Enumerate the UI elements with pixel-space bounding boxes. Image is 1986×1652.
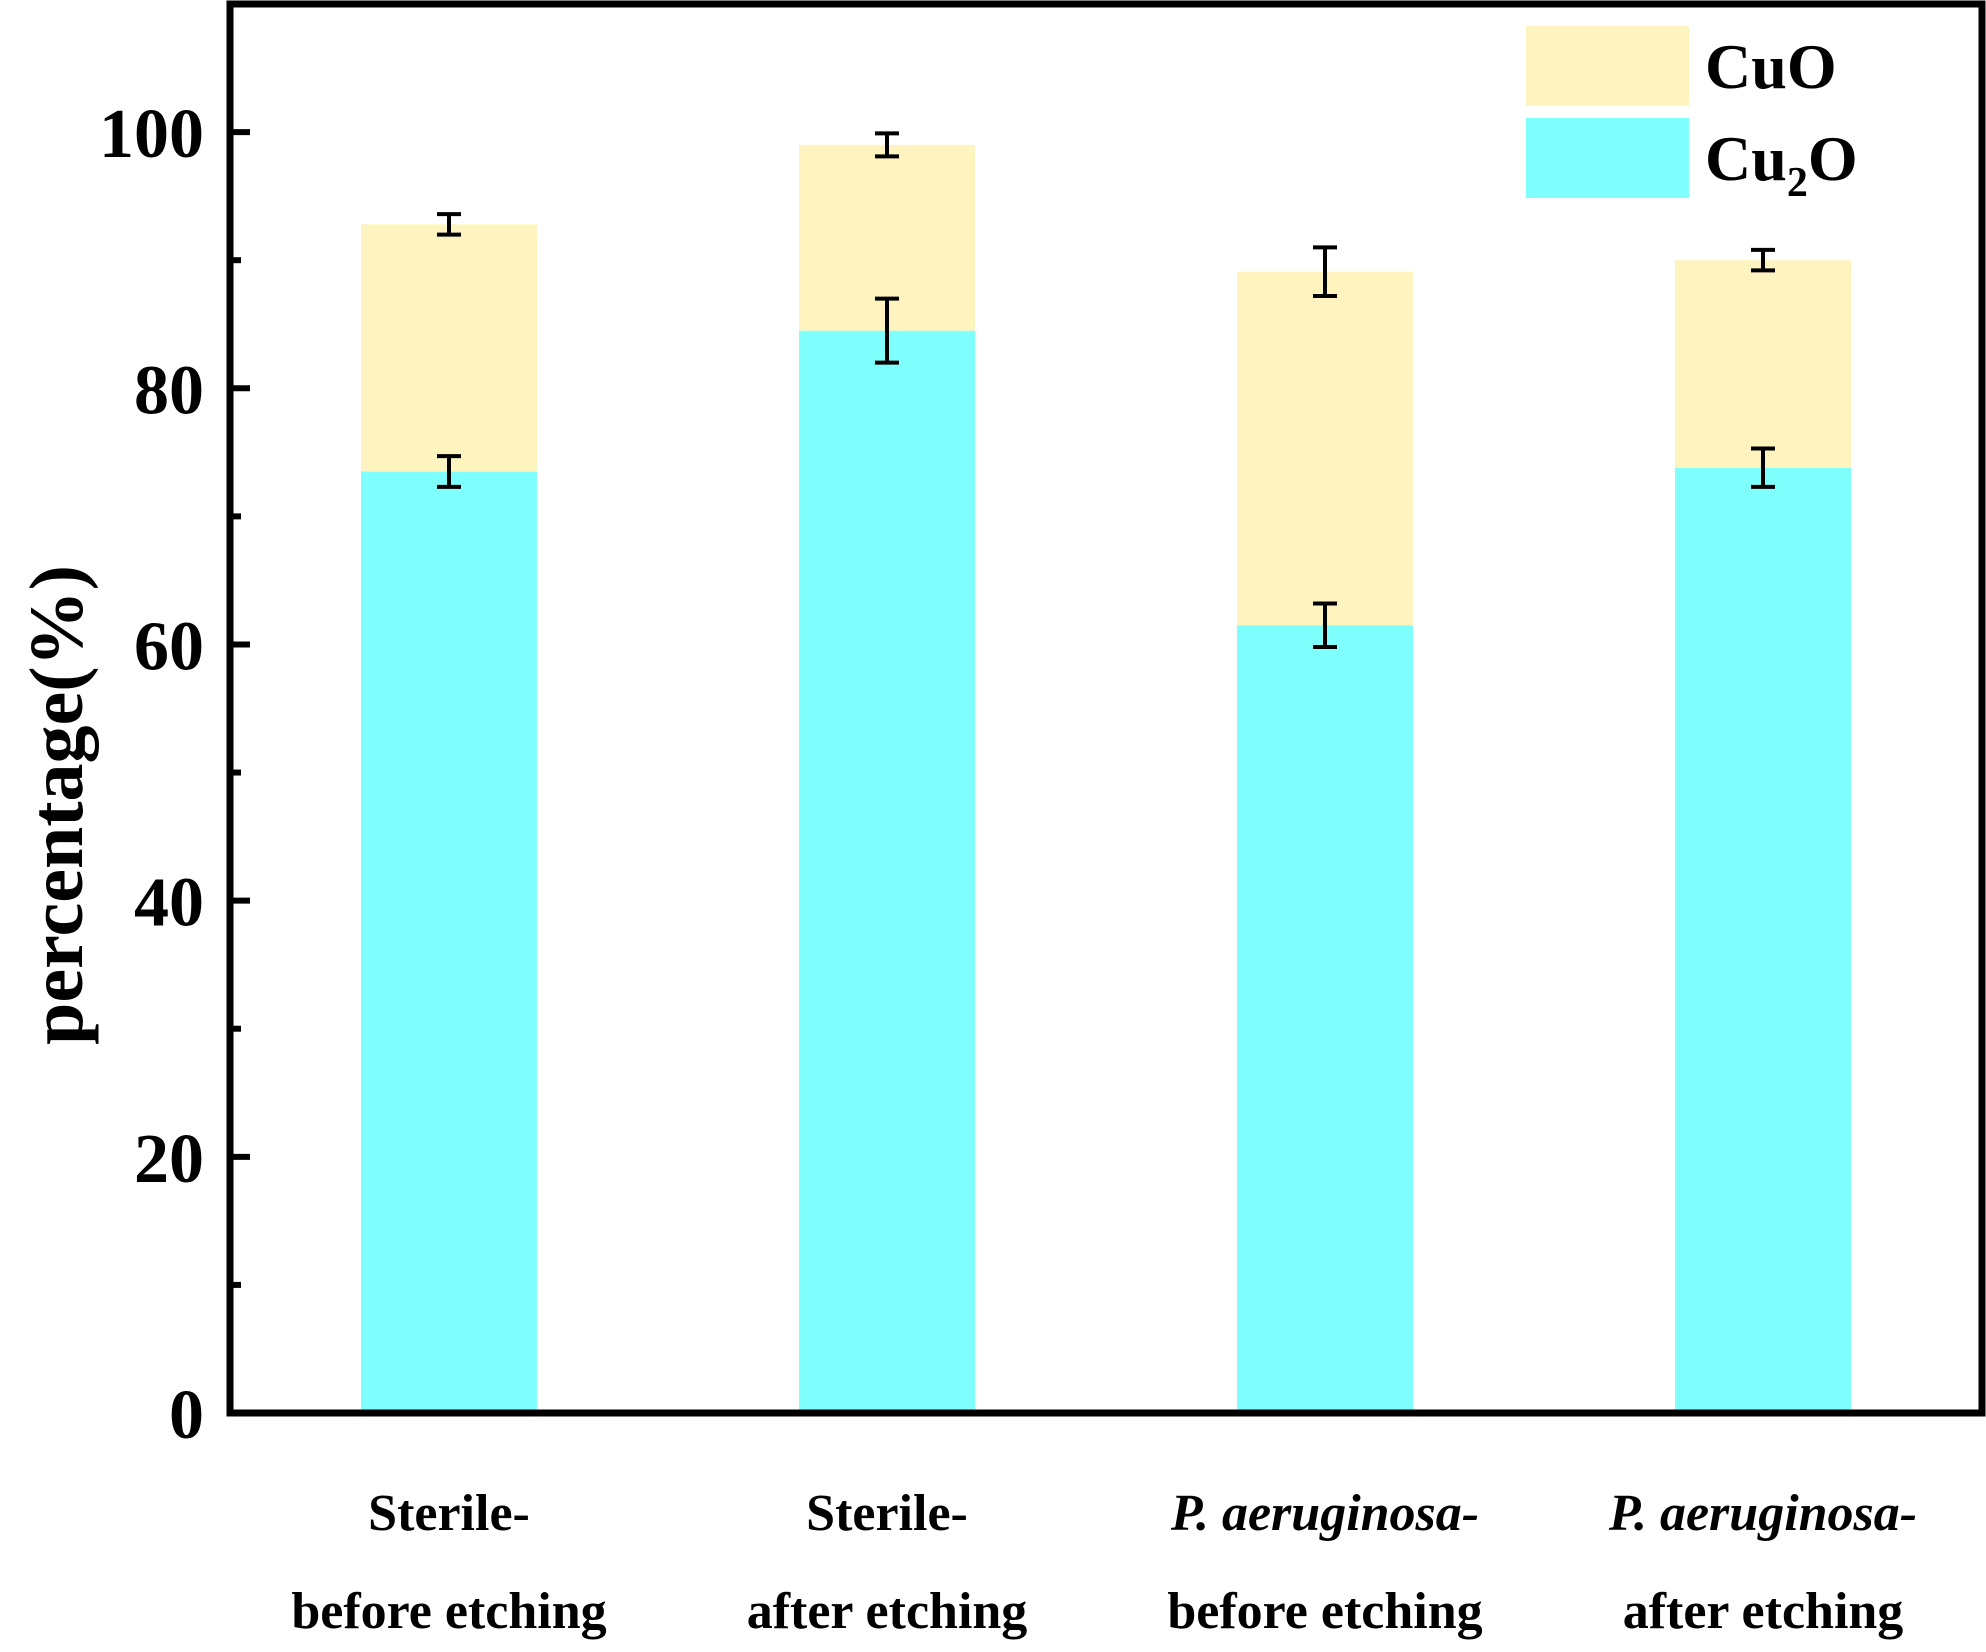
bar-cuo <box>361 224 537 472</box>
bar-cu2o <box>361 471 537 1413</box>
y-tick-label: 20 <box>134 1121 204 1198</box>
error-bars-layer <box>437 131 1775 650</box>
x-axis-labels: Sterile-before etching Sterile-after etch… <box>291 1485 1917 1640</box>
bar-cu2o <box>1237 625 1413 1413</box>
x-category-label-line2: after etching <box>747 1583 1028 1640</box>
y-tick-label: 0 <box>169 1377 204 1454</box>
bars-layer <box>361 144 1851 1413</box>
x-category-label-line1: Sterile- <box>368 1485 530 1542</box>
bar-cu2o <box>1675 467 1851 1413</box>
legend-label: CuO <box>1705 31 1837 102</box>
x-category-label-line2: before etching <box>291 1583 606 1640</box>
plot-frame <box>226 0 1986 1417</box>
y-axis-title: percentage(%) <box>15 565 99 1045</box>
y-tick-label: 60 <box>134 608 204 685</box>
x-category-label-line1: Sterile- <box>806 1485 968 1542</box>
bar-cuo <box>1237 271 1413 626</box>
y-tick-label: 100 <box>99 96 204 173</box>
y-axis: 0 20 40 60 80 100 <box>99 96 250 1454</box>
bar-cuo <box>1675 260 1851 468</box>
bar-cu2o <box>799 330 975 1413</box>
y-tick-label: 40 <box>134 865 204 942</box>
y-tick-label: 80 <box>134 352 204 429</box>
legend: CuO Cu2O <box>1526 26 1858 206</box>
legend-swatch <box>1526 26 1689 106</box>
x-category-label-line1: P. aeruginosa- <box>1170 1485 1479 1542</box>
x-category-label-line1: P. aeruginosa- <box>1608 1485 1917 1542</box>
x-category-label-line2: after etching <box>1623 1583 1904 1640</box>
legend-swatch <box>1526 118 1689 198</box>
x-category-label-line2: before etching <box>1167 1583 1482 1640</box>
legend-label: Cu2O <box>1705 123 1858 206</box>
